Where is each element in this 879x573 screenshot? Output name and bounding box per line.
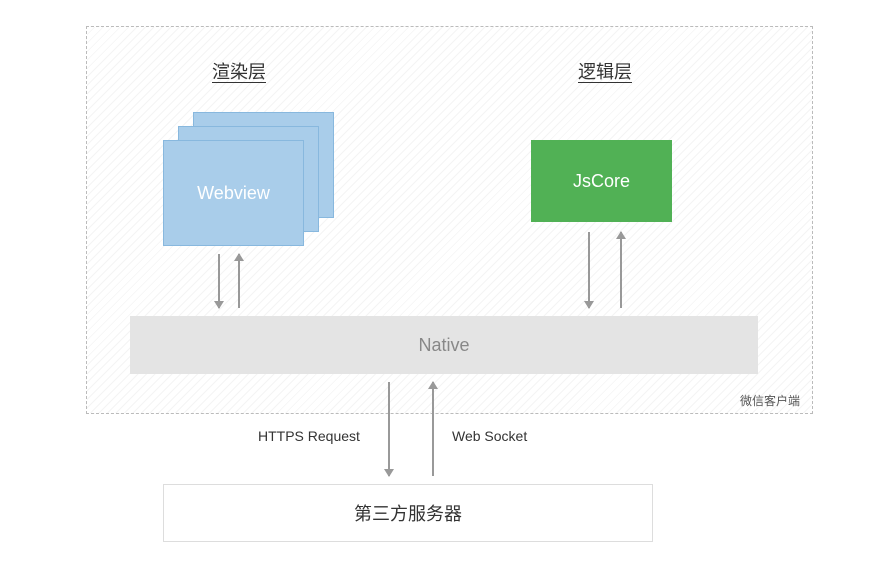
arrow-native-to-logic xyxy=(620,232,622,308)
arrow-native-to-render xyxy=(238,254,240,308)
webview-label: Webview xyxy=(163,140,304,246)
server-label: 第三方服务器 xyxy=(354,500,462,526)
native-box: Native xyxy=(130,316,758,374)
jscore-box: JsCore xyxy=(531,140,672,222)
client-container-label: 微信客户端 xyxy=(740,392,800,409)
logic-layer-title: 逻辑层 xyxy=(578,58,632,84)
arrow-server-to-native xyxy=(432,382,434,476)
arrow-native-to-server xyxy=(388,382,390,476)
arrow-logic-to-native xyxy=(588,232,590,308)
arrow-render-to-native xyxy=(218,254,220,308)
render-layer-title: 渲染层 xyxy=(212,58,266,84)
https-label: HTTPS Request xyxy=(258,428,360,444)
websocket-label: Web Socket xyxy=(452,428,527,444)
native-label: Native xyxy=(418,335,469,356)
server-box: 第三方服务器 xyxy=(163,484,653,542)
jscore-label: JsCore xyxy=(573,171,630,192)
